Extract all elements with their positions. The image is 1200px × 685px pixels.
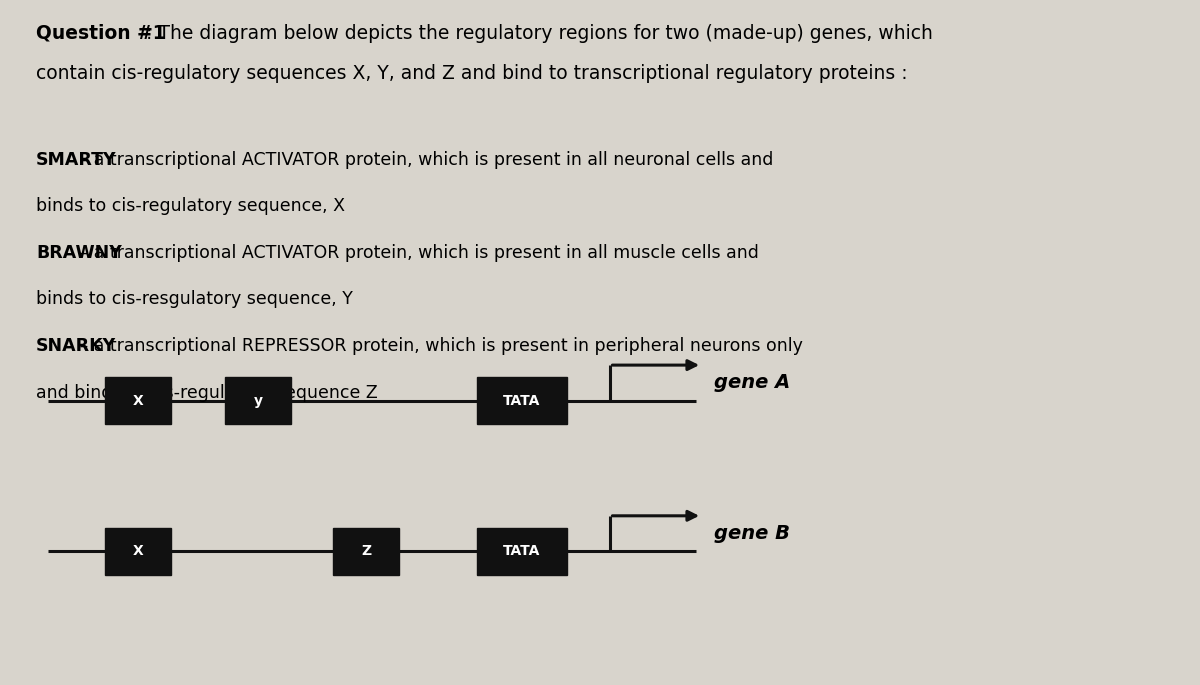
Text: X: X [133,394,143,408]
Bar [226,377,292,424]
Text: binds to cis-regulatory sequence, X: binds to cis-regulatory sequence, X [36,197,346,215]
Text: SMARTY: SMARTY [36,151,116,169]
Bar [332,528,398,575]
Text: X: X [133,545,143,558]
Bar [106,377,172,424]
Text: TATA: TATA [503,394,541,408]
Text: gene A: gene A [714,373,791,393]
Text: contain cis-regulatory sequences X, Y, and Z and bind to transcriptional regulat: contain cis-regulatory sequences X, Y, a… [36,64,907,83]
Text: y: y [253,394,263,408]
Bar [478,377,568,424]
Text: binds to cis-resgulatory sequence, Y: binds to cis-resgulatory sequence, Y [36,290,353,308]
Text: – a transcriptional ACTIVATOR protein, which is present in all muscle cells and: – a transcriptional ACTIVATOR protein, w… [73,244,758,262]
Text: : The diagram below depicts the regulatory regions for two (made-up) genes, whic: : The diagram below depicts the regulato… [140,24,934,43]
Text: TATA: TATA [503,545,541,558]
Text: and binds to cis-regulatory sequence Z: and binds to cis-regulatory sequence Z [36,384,378,401]
Bar [106,528,172,575]
Text: Z: Z [361,545,371,558]
Text: – a transcriptional ACTIVATOR protein, which is present in all neuronal cells an: – a transcriptional ACTIVATOR protein, w… [73,151,773,169]
Text: SNARKY: SNARKY [36,337,116,355]
Text: BRAWNY: BRAWNY [36,244,121,262]
Bar [478,528,568,575]
Text: – a transcriptional REPRESSOR protein, which is present in peripheral neurons on: – a transcriptional REPRESSOR protein, w… [73,337,803,355]
Text: gene B: gene B [714,524,790,543]
Text: Question #1: Question #1 [36,24,166,43]
